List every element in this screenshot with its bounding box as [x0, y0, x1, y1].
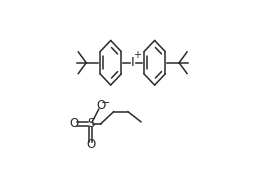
Text: O: O	[86, 138, 95, 151]
Text: +: +	[133, 50, 141, 60]
Text: −: −	[101, 98, 110, 108]
Text: I: I	[131, 56, 135, 69]
Text: S: S	[87, 117, 94, 131]
Text: O: O	[69, 117, 79, 131]
Text: O: O	[96, 99, 105, 112]
